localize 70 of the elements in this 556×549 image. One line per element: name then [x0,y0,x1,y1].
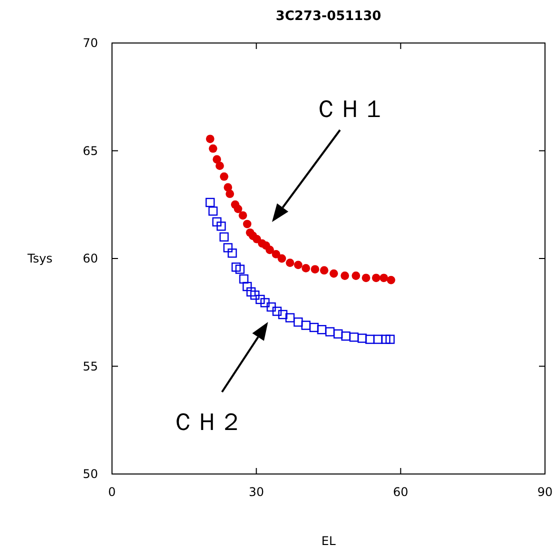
point [278,254,286,263]
point [381,334,390,344]
x-axis-title: EL [321,534,336,548]
point [386,276,396,284]
point [212,155,222,164]
point [302,264,310,272]
point [380,274,388,282]
point [260,298,270,308]
point [234,204,242,214]
point [286,258,294,268]
y-tick-label: 60 [82,252,98,266]
point [349,332,359,342]
point [216,162,224,170]
point [242,220,252,228]
point [340,272,350,280]
point [341,331,350,341]
point [309,322,319,332]
x-tick-label: 30 [248,485,264,499]
point [372,274,380,282]
y-tick-label: 55 [82,359,98,374]
point [208,144,218,153]
point [238,211,248,220]
point [373,334,383,344]
x-tick-label: 0 [108,485,116,499]
point [223,243,233,252]
y-tick-label: 70 [82,36,98,50]
y-tick-label: 65 [82,144,98,158]
point [365,334,374,344]
point [310,265,320,274]
point [206,198,215,208]
point [330,269,338,278]
point [358,334,367,343]
point [242,282,252,292]
point [232,262,241,272]
point [325,327,335,336]
point [246,287,256,296]
point [272,250,280,258]
point [266,302,276,312]
point [216,222,226,231]
y-axis-title: Tsys [26,252,52,266]
point [278,310,288,320]
y-tick-label: 50 [82,467,98,481]
point [285,313,295,322]
point [212,217,222,226]
point [250,290,260,300]
x-tick-label: 90 [537,485,553,499]
annotation: ＣＨ１ [314,95,386,123]
point [226,190,234,198]
point [320,266,328,275]
point [220,232,229,242]
point [352,272,360,280]
point [294,317,303,327]
point [334,329,343,339]
point [208,206,218,216]
point [294,260,302,270]
point [317,325,326,334]
point [266,246,274,254]
point [385,334,395,344]
annotation: ＣＨ２ [171,408,243,436]
point [239,274,248,284]
point [228,248,237,258]
point [301,320,310,330]
point [272,306,282,316]
point [206,134,214,144]
x-tick-label: 60 [393,485,408,499]
point [256,294,265,304]
point [220,172,228,181]
point [362,274,370,282]
point [235,264,245,274]
chart-title: 3C273-051130 [276,9,382,24]
